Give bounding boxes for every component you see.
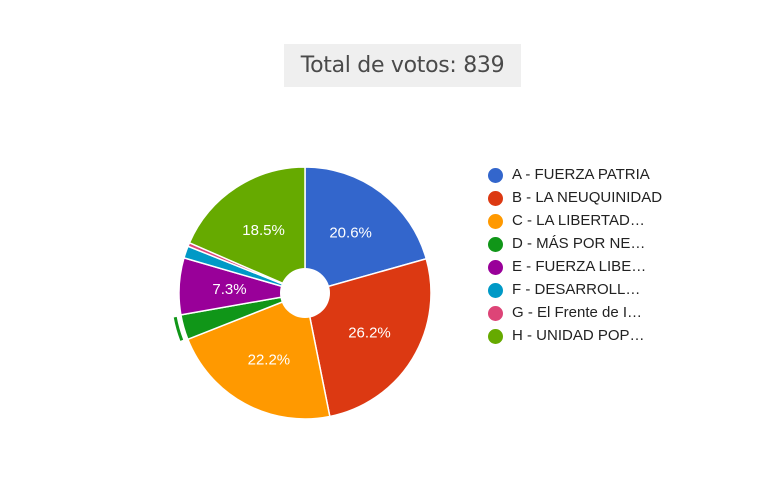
chart-legend: A - FUERZA PATRIA B - LA NEUQUINIDAD C -… — [488, 166, 678, 350]
legend-item-b[interactable]: B - LA NEUQUINIDAD — [488, 189, 678, 209]
legend-item-h[interactable]: H - UNIDAD POP… — [488, 327, 678, 347]
legend-label: E - FUERZA LIBE… — [512, 258, 647, 275]
legend-label: B - LA NEUQUINIDAD — [512, 189, 663, 206]
donut-hole — [280, 268, 330, 318]
legend-label: H - UNIDAD POP… — [512, 327, 645, 344]
slice-percent-label: 7.3% — [212, 281, 246, 298]
legend-dot-icon — [488, 237, 503, 252]
legend-item-d[interactable]: D - MÁS POR NE… — [488, 235, 678, 255]
legend-item-f[interactable]: F - DESARROLL… — [488, 281, 678, 301]
slice-percent-label: 26.2% — [348, 324, 391, 341]
pie-slice[interactable] — [188, 166, 306, 295]
selection-ring — [173, 316, 184, 341]
legend-label: D - MÁS POR NE… — [512, 235, 646, 252]
legend-dot-icon — [488, 191, 503, 206]
legend-dot-icon — [488, 306, 503, 321]
legend-dot-icon — [488, 260, 503, 275]
legend-dot-icon — [488, 329, 503, 344]
pie-slice[interactable] — [186, 291, 331, 420]
pie-slice[interactable] — [304, 257, 432, 418]
legend-label: F - DESARROLL… — [512, 281, 641, 298]
legend-item-g[interactable]: G - El Frente de I… — [488, 304, 678, 324]
legend-dot-icon — [488, 214, 503, 229]
slice-percent-label: 22.2% — [248, 351, 291, 368]
slice-percent-label: 18.5% — [242, 222, 285, 239]
legend-label: C - LA LIBERTAD… — [512, 212, 645, 229]
legend-item-a[interactable]: A - FUERZA PATRIA — [488, 166, 678, 186]
total-votes-title: Total de votos: 839 — [300, 53, 505, 78]
pie-labels: 20.6% 26.2% 22.2% 7.3% 18.5% — [212, 222, 390, 369]
legend-dot-icon — [488, 283, 503, 298]
pie-slices — [173, 166, 432, 420]
legend-item-e[interactable]: E - FUERZA LIBE… — [488, 258, 678, 278]
legend-label: G - El Frente de I… — [512, 304, 643, 321]
legend-item-c[interactable]: C - LA LIBERTAD… — [488, 212, 678, 232]
slice-percent-label: 20.6% — [329, 225, 372, 242]
legend-label: A - FUERZA PATRIA — [512, 166, 650, 183]
total-votes-header: Total de votos: 839 — [284, 44, 521, 87]
legend-dot-icon — [488, 168, 503, 183]
pie-slice[interactable] — [304, 166, 428, 294]
